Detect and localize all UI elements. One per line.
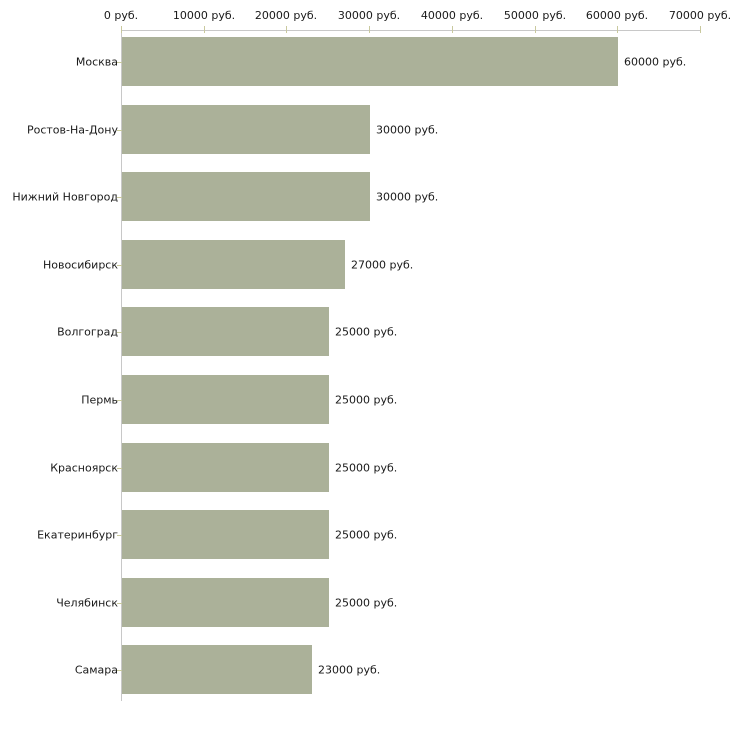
x-axis-tick-mark [535,26,536,33]
value-label: 25000 руб. [335,461,398,474]
x-axis-tick-mark [369,26,370,33]
value-label: 25000 руб. [335,528,398,541]
x-axis-tick-mark [121,26,122,33]
bar [122,172,370,221]
category-tick-mark [117,265,122,266]
x-axis-tick-mark [617,26,618,33]
x-axis-tick-mark [452,26,453,33]
category-label: Волгоград [57,325,118,338]
category-label: Новосибирск [42,258,118,271]
category-label: Нижний Новгород [12,190,118,203]
x-axis-tick-mark [286,26,287,33]
category-label: Пермь [81,393,118,406]
category-label: Ростов-На-Дону [26,123,118,136]
x-axis-tick-label: 60000 руб. [585,9,649,22]
x-axis-tick-label: 50000 руб. [503,9,567,22]
value-label: 25000 руб. [335,393,398,406]
x-axis-tick-label: 0 руб. [103,9,139,22]
bar [122,375,329,424]
x-axis-tick-label: 10000 руб. [172,9,236,22]
x-axis-tick-label: 70000 руб. [668,9,730,22]
category-tick-mark [117,62,122,63]
category-tick-mark [117,670,122,671]
bar [122,240,345,289]
x-axis-tick-mark [204,26,205,33]
value-label: 60000 руб. [624,55,687,68]
x-axis-tick-mark [700,26,701,33]
category-tick-mark [117,603,122,604]
bar [122,37,618,86]
value-label: 23000 руб. [318,663,381,676]
x-axis-tick-label: 30000 руб. [337,9,401,22]
category-tick-mark [117,535,122,536]
bar [122,105,370,154]
bar [122,578,329,627]
bar [122,645,312,694]
category-label: Челябинск [56,596,118,609]
value-label: 25000 руб. [335,596,398,609]
value-label: 30000 руб. [376,123,439,136]
category-tick-mark [117,468,122,469]
bar [122,510,329,559]
category-label: Москва [75,55,118,68]
x-axis-tick-label: 20000 руб. [254,9,318,22]
category-tick-mark [117,332,122,333]
bar [122,307,329,356]
category-label: Красноярск [50,461,118,474]
bar [122,443,329,492]
y-axis-line [121,30,122,701]
category-tick-mark [117,130,122,131]
value-label: 30000 руб. [376,190,439,203]
category-tick-mark [117,197,122,198]
value-label: 27000 руб. [351,258,414,271]
category-tick-mark [117,400,122,401]
category-label: Екатеринбург [37,528,118,541]
value-label: 25000 руб. [335,325,398,338]
x-axis-tick-label: 40000 руб. [420,9,484,22]
category-label: Самара [74,663,118,676]
x-axis-line [121,30,700,31]
